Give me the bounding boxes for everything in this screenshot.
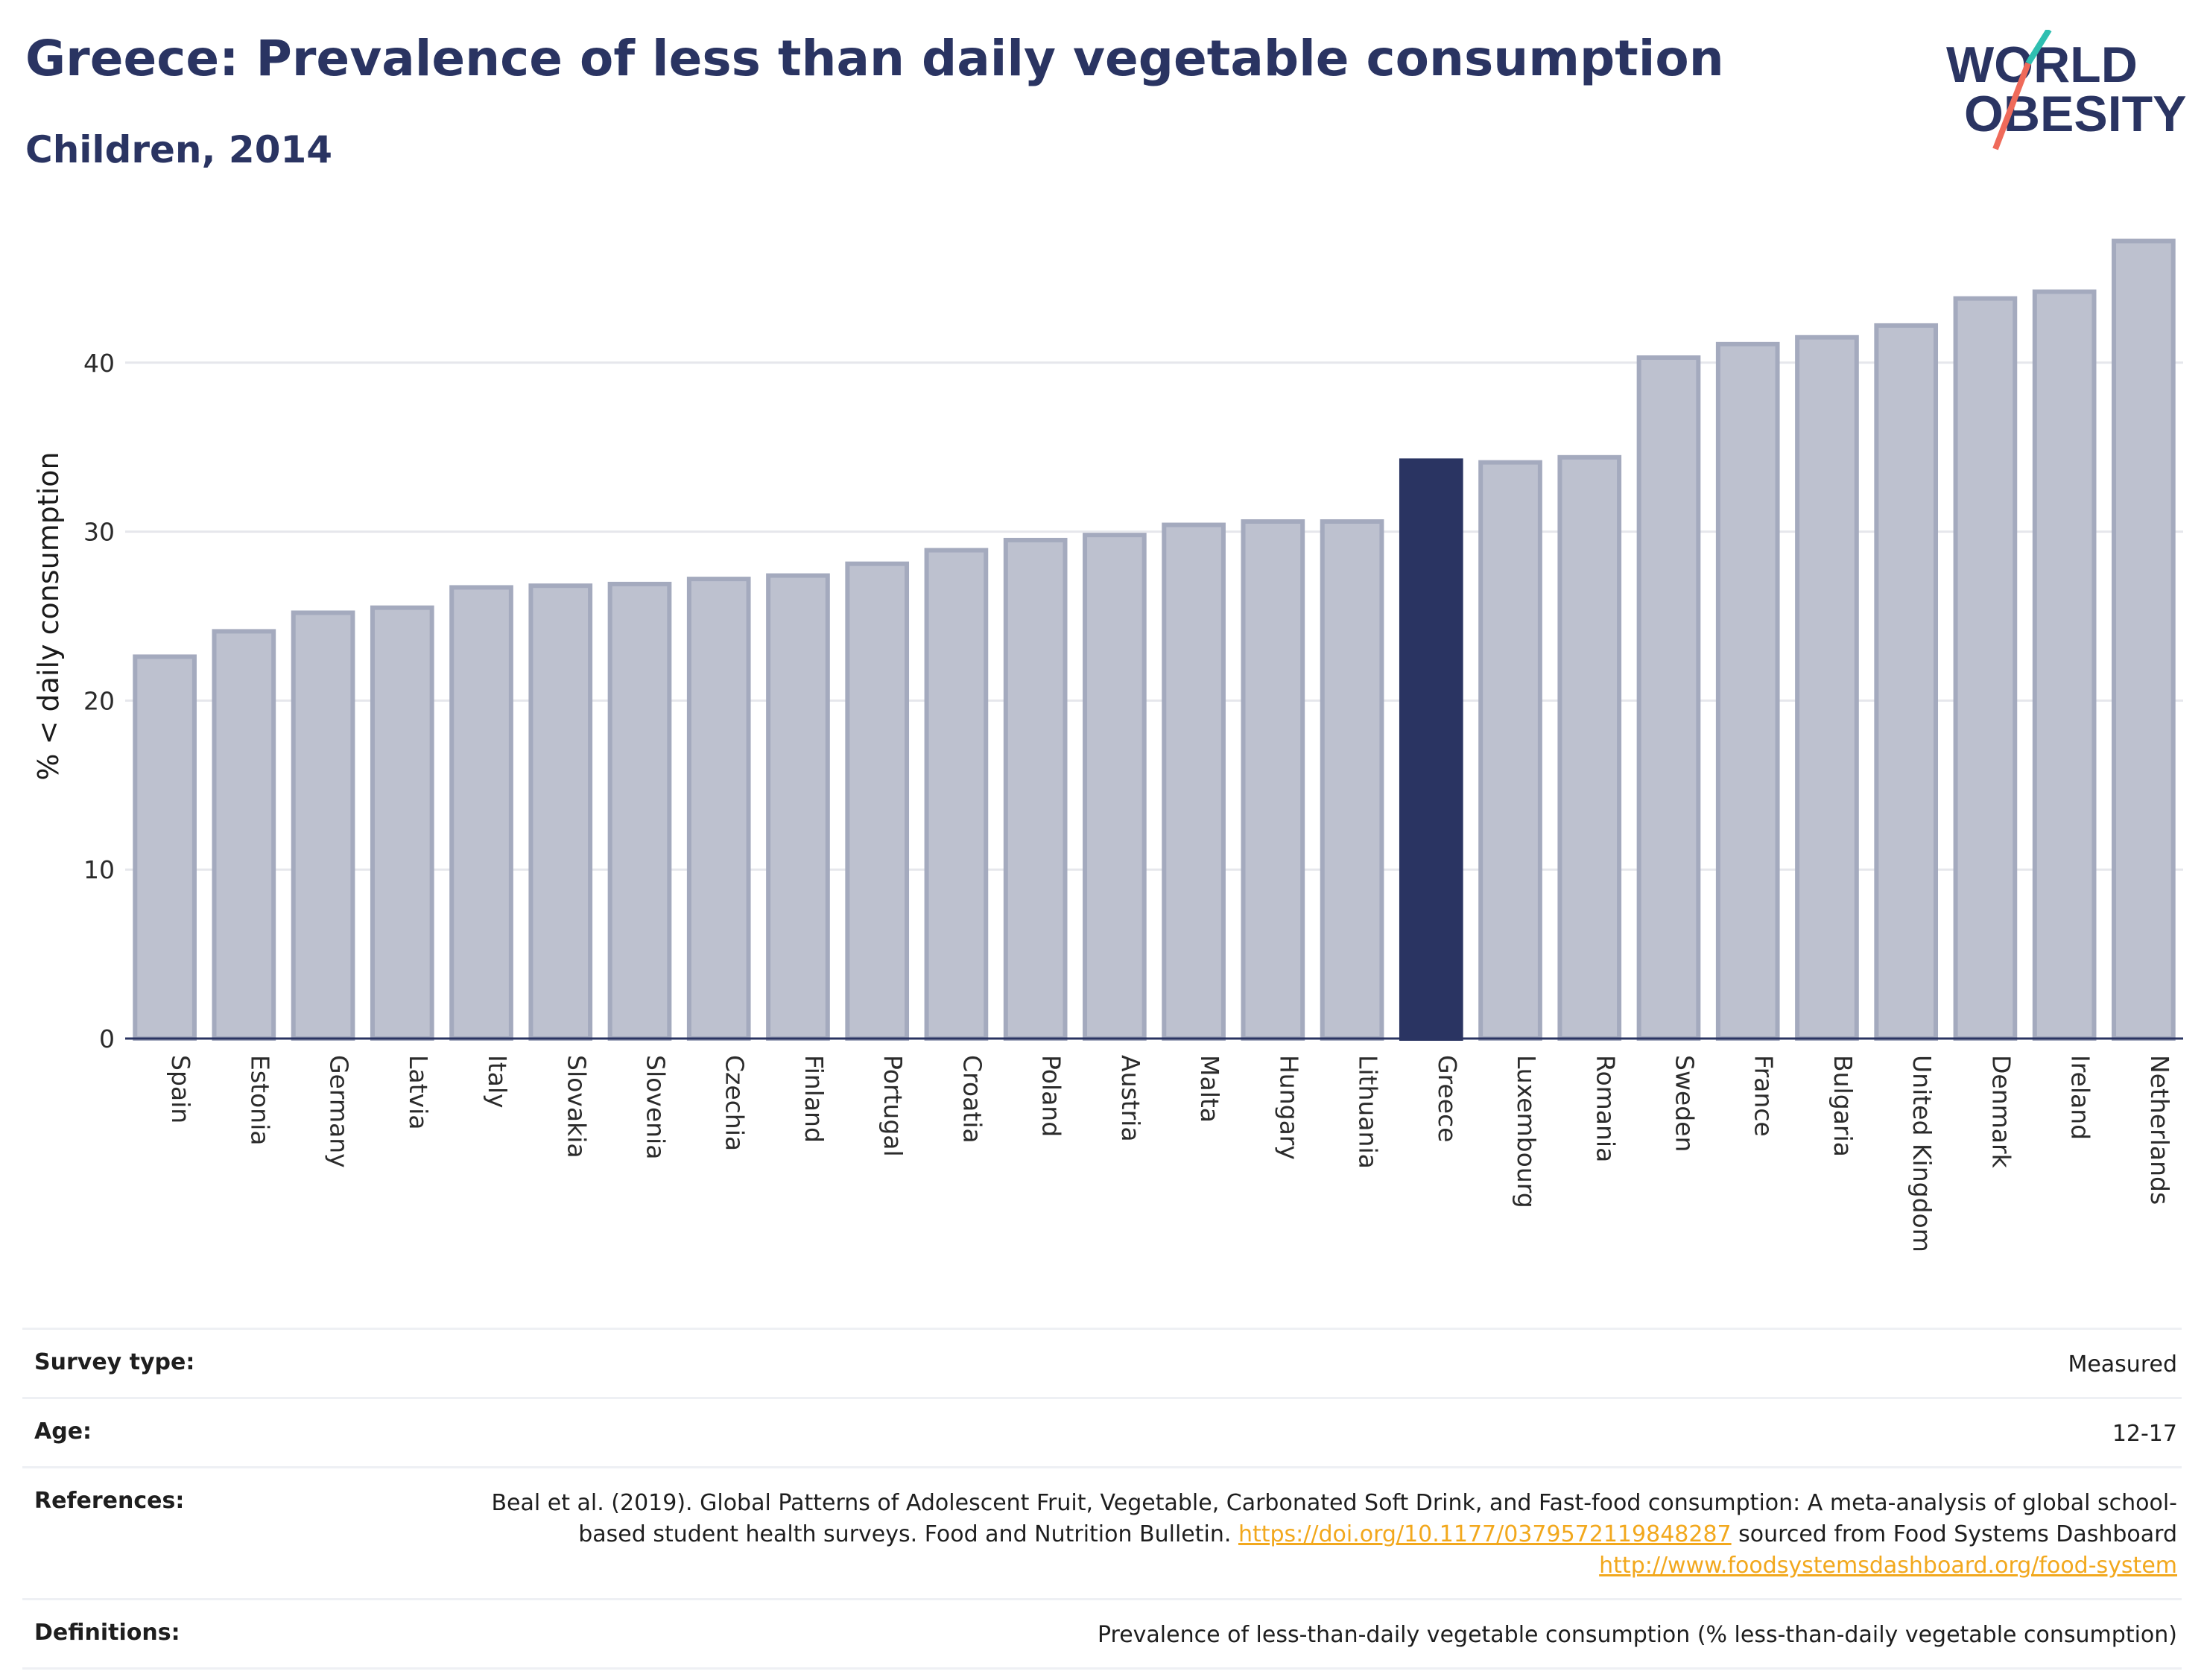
info-table: Survey type: Measured Age: 12-17 Referen… [22, 1328, 2182, 1670]
food-systems-link[interactable]: http://www.foodsystemsdashboard.org/food… [1599, 1553, 2177, 1579]
x-tick-label: Latvia [404, 1055, 433, 1129]
chart-title: Greece: Prevalence of less than daily ve… [25, 30, 1724, 87]
chart-subtitle: Children, 2014 [25, 128, 333, 171]
x-tick-label: Poland [1037, 1055, 1066, 1137]
logo-text-obesity: OBESITY [1964, 86, 2187, 142]
references-value: Beal et al. (2019). Global Patterns of A… [463, 1488, 2177, 1582]
x-tick-label: Spain [166, 1055, 195, 1123]
x-tick-label: Romania [1591, 1055, 1620, 1162]
bar-spain [133, 654, 197, 1041]
world-obesity-logo: WORLD OBESITY [1946, 30, 2187, 150]
x-tick-label: United Kingdom [1907, 1055, 1937, 1252]
x-tick-label: Austria [1116, 1055, 1145, 1142]
bar-bulgaria [1795, 335, 1859, 1041]
bars [133, 238, 2176, 1042]
bar-ireland [2032, 289, 2097, 1041]
x-tick-label: Portugal [878, 1055, 908, 1157]
y-tick-label: 20 [83, 686, 115, 715]
x-tick-label: Luxembourg [1512, 1055, 1541, 1208]
bar-denmark [1953, 296, 2018, 1041]
x-tick-label: Croatia [957, 1055, 987, 1144]
reference-source-text: sourced from Food Systems Dashboard [1738, 1521, 2177, 1547]
x-tick-label: Czechia [721, 1055, 750, 1151]
x-tick-label: Ireland [2066, 1055, 2095, 1140]
definitions-value: Prevalence of less-than-daily vegetable … [1097, 1622, 2177, 1648]
bar-united-kingdom [1874, 323, 1939, 1042]
doi-link[interactable]: https://doi.org/10.1177/0379572119848287 [1238, 1521, 1732, 1547]
x-tick-label: Slovakia [562, 1055, 591, 1158]
x-tick-label: Sweden [1671, 1055, 1700, 1152]
x-tick-label: Germany [325, 1055, 354, 1168]
bar-hungary [1241, 519, 1305, 1041]
survey-type-label: Survey type: [34, 1349, 195, 1375]
bar-germany [291, 610, 355, 1041]
bar-czechia [686, 577, 751, 1041]
y-tick-label: 30 [83, 518, 115, 547]
logo-slash-bottom [1992, 62, 2031, 150]
x-tick-label: Estonia [245, 1055, 274, 1145]
bar-austria [1083, 533, 1147, 1041]
x-tick-label: Slovenia [642, 1055, 671, 1159]
bar-lithuania [1320, 519, 1384, 1041]
bar-france [1715, 341, 1780, 1042]
x-tick-label: Italy [483, 1055, 512, 1109]
references-row: References: Beal et al. (2019). Global P… [22, 1466, 2182, 1598]
bar-finland [766, 573, 830, 1041]
bar-romania [1557, 454, 1622, 1042]
bar-poland [1003, 537, 1068, 1041]
x-axis-labels: Spain Estonia Germany Latvia Italy Slovakia Sl… [166, 1055, 2174, 1252]
x-tick-label: Denmark [1986, 1055, 2015, 1169]
y-tick-label: 10 [83, 855, 115, 884]
age-label: Age: [34, 1419, 92, 1445]
age-row: Age: 12-17 [22, 1397, 2182, 1466]
bar-slovakia [528, 583, 593, 1041]
definitions-label: Definitions: [34, 1620, 180, 1646]
bar-greece [1399, 458, 1463, 1041]
survey-type-row: Survey type: Measured [22, 1328, 2182, 1397]
bar-luxembourg [1478, 460, 1542, 1041]
x-tick-label: France [1749, 1055, 1779, 1137]
bar-sweden [1636, 355, 1701, 1042]
bar-croatia [924, 548, 989, 1042]
bar-portugal [845, 561, 910, 1041]
y-axis-title: % < daily consumption [32, 451, 65, 780]
bar-italy [449, 585, 513, 1041]
reference-text: Beal et al. (2019). Global Patterns of A… [491, 1490, 2177, 1547]
bar-malta [1162, 522, 1226, 1041]
x-tick-label: Lithuania [1354, 1055, 1383, 1169]
y-tick-label: 0 [99, 1024, 115, 1053]
x-tick-label: Bulgaria [1828, 1055, 1858, 1157]
definitions-row: Definitions: Prevalence of less-than-dai… [22, 1598, 2182, 1670]
bar-chart: 0 10 20 30 40 Spain Estonia Germany Latvia Italy… [32, 238, 2183, 1252]
x-tick-label: Malta [1195, 1055, 1224, 1123]
survey-type-value: Measured [2068, 1351, 2177, 1378]
bar-latvia [370, 605, 434, 1041]
references-label: References: [34, 1488, 185, 1514]
x-tick-label: Netherlands [2145, 1055, 2174, 1205]
x-tick-label: Hungary [1274, 1055, 1303, 1160]
x-tick-label: Finland [799, 1055, 829, 1143]
bar-slovenia [607, 581, 672, 1041]
bar-estonia [212, 629, 276, 1041]
x-tick-label: Greece [1433, 1055, 1462, 1142]
bar-netherlands [2112, 238, 2176, 1041]
y-tick-label: 40 [83, 349, 115, 378]
age-value: 12-17 [2112, 1421, 2177, 1447]
y-axis-ticks: 0 10 20 30 40 [83, 349, 115, 1053]
